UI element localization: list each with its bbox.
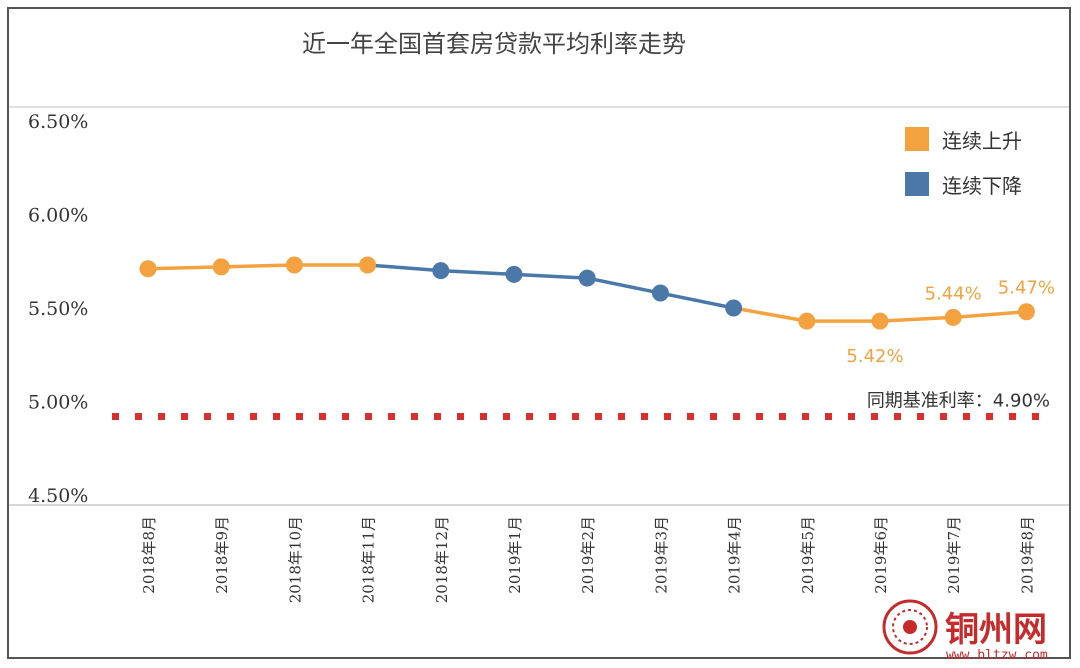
data-point	[432, 262, 450, 280]
site-watermark: 铜州网 www.bltzw.com	[882, 599, 1048, 663]
watermark-seal-icon	[882, 599, 938, 655]
x-tick-label: 2019年2月	[579, 516, 597, 594]
line-segment	[219, 263, 297, 269]
data-labels: 5.42% 5.44% 5.47%	[846, 278, 1055, 367]
x-tick-label: 2018年11月	[360, 516, 378, 603]
x-tick-label: 2018年10月	[286, 516, 304, 603]
data-label: 5.44%	[925, 283, 982, 304]
y-tick-label: 5.50%	[28, 298, 88, 320]
x-tick-label: 2019年8月	[1018, 516, 1036, 594]
legend-label-fall: 连续下降	[942, 174, 1022, 198]
x-tick-label: 2019年4月	[726, 516, 744, 594]
data-point	[139, 260, 157, 278]
line-segment	[365, 263, 443, 273]
legend-label-rise: 连续上升	[942, 129, 1022, 153]
data-point	[944, 308, 962, 326]
y-tick-label: 4.50%	[28, 485, 88, 507]
data-point	[578, 269, 596, 287]
legend: 连续上升 连续下降	[905, 127, 1022, 198]
data-point	[651, 284, 669, 302]
line-segment	[878, 315, 955, 323]
data-point	[359, 256, 377, 274]
data-point	[285, 256, 303, 274]
data-point	[871, 312, 889, 330]
x-tick-label: 2018年12月	[433, 516, 451, 603]
x-tick-label: 2018年8月	[140, 516, 158, 594]
y-tick-label: 5.00%	[28, 392, 88, 414]
data-point	[798, 312, 816, 330]
x-tick-label: 2019年5月	[799, 516, 817, 594]
chart-title: 近一年全国首套房贷款平均利率走势	[302, 30, 686, 58]
data-label: 5.47%	[998, 278, 1055, 299]
data-point	[212, 258, 230, 276]
x-tick-label: 2018年9月	[213, 516, 231, 594]
x-tick-label: 2019年6月	[872, 516, 890, 594]
y-axis-ticks: 6.50% 6.00% 5.50% 5.00% 4.50%	[28, 111, 88, 507]
watermark-name: 铜州网	[945, 610, 1047, 650]
line-segment	[512, 272, 589, 280]
x-axis-ticks: 2018年8月 2018年9月 2018年10月 2018年11月 2018年12月 20…	[140, 516, 1036, 603]
y-tick-label: 6.50%	[28, 111, 88, 133]
line-segment	[439, 268, 516, 277]
data-label: 5.42%	[846, 346, 903, 367]
reference-line: 同期基准利率：4.90%	[112, 390, 1052, 420]
data-point	[505, 265, 523, 283]
line-segment	[658, 291, 736, 310]
data-point	[725, 299, 743, 317]
x-tick-label: 2019年1月	[506, 516, 524, 594]
chart-frame	[7, 7, 1071, 659]
line-segment	[951, 309, 1029, 320]
y-tick-label: 6.00%	[28, 205, 88, 227]
legend-swatch-rise	[905, 127, 929, 151]
legend-swatch-fall	[905, 172, 929, 196]
line-segments	[146, 263, 1029, 323]
line-segment	[731, 306, 809, 323]
watermark-url: www.bltzw.com	[946, 648, 1048, 663]
data-points	[139, 256, 1035, 330]
line-segment	[146, 265, 223, 271]
reference-line-label: 同期基准利率：4.90%	[867, 390, 1050, 411]
line-segment	[585, 276, 663, 295]
data-point	[1017, 303, 1035, 321]
x-tick-label: 2019年7月	[945, 516, 963, 594]
x-tick-label: 2019年3月	[652, 516, 670, 594]
